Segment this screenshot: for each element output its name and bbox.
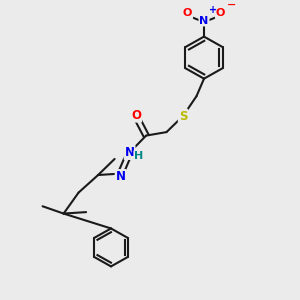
Text: O: O	[183, 8, 192, 18]
Text: +: +	[209, 5, 217, 15]
Text: O: O	[216, 8, 225, 18]
Text: H: H	[134, 151, 143, 161]
Text: S: S	[179, 110, 187, 122]
Text: N: N	[200, 16, 208, 26]
Text: N: N	[124, 146, 135, 159]
Text: N: N	[116, 170, 126, 183]
Text: O: O	[131, 109, 141, 122]
Text: −: −	[227, 0, 236, 10]
